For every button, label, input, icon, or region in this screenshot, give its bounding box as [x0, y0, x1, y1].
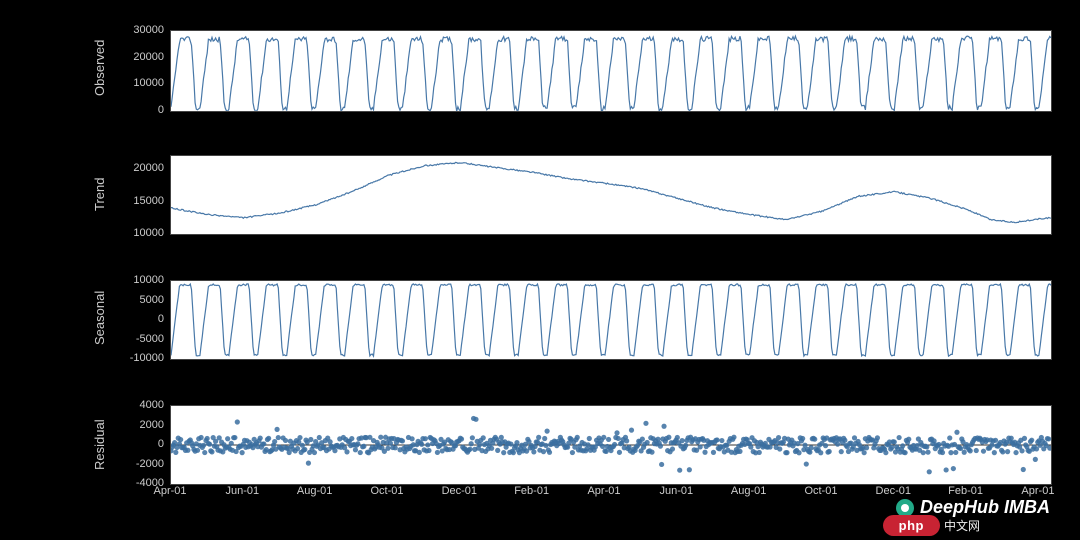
ytick: -2000	[104, 458, 164, 470]
plot-observed	[171, 31, 1051, 111]
ytick: -5000	[104, 333, 164, 345]
plot-residual	[171, 406, 1051, 484]
plot-seasonal	[171, 281, 1051, 359]
xtick: Dec-01	[876, 485, 911, 497]
ytick: 4000	[104, 399, 164, 411]
panel-observed	[170, 30, 1052, 112]
xtick: Aug-01	[297, 485, 332, 497]
xtick: Jun-01	[226, 485, 260, 497]
ytick: 10000	[104, 77, 164, 89]
ytick: 15000	[104, 195, 164, 207]
php-pill: php	[883, 515, 940, 536]
panel-seasonal	[170, 280, 1052, 360]
xtick: Feb-01	[514, 485, 549, 497]
xtick: Jun-01	[659, 485, 693, 497]
decomposition-figure: Observed0100002000030000Trend10000150002…	[0, 0, 1080, 540]
watermark-text: DeepHub IMBA	[920, 497, 1050, 518]
xtick: Oct-01	[370, 485, 403, 497]
ytick: 10000	[104, 274, 164, 286]
ytick: 10000	[104, 227, 164, 239]
ytick: 0	[104, 438, 164, 450]
xtick: Apr-01	[1021, 485, 1054, 497]
ytick: -10000	[104, 352, 164, 364]
ytick: 0	[104, 104, 164, 116]
xtick: Oct-01	[804, 485, 837, 497]
ytick: 0	[104, 313, 164, 325]
xtick: Feb-01	[948, 485, 983, 497]
ytick: 30000	[104, 24, 164, 36]
panel-residual	[170, 405, 1052, 485]
plot-trend	[171, 156, 1051, 234]
ytick: 20000	[104, 162, 164, 174]
ytick: 2000	[104, 419, 164, 431]
panel-trend	[170, 155, 1052, 235]
xtick: Dec-01	[442, 485, 477, 497]
xtick: Aug-01	[731, 485, 766, 497]
wechat-icon	[896, 499, 914, 517]
xtick: Apr-01	[587, 485, 620, 497]
ytick: 20000	[104, 51, 164, 63]
php-subtext: 中文网	[944, 517, 980, 534]
xtick: Apr-01	[153, 485, 186, 497]
ytick: 5000	[104, 294, 164, 306]
